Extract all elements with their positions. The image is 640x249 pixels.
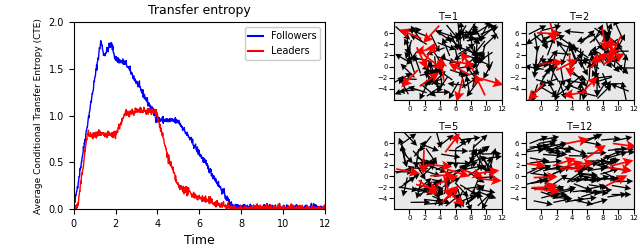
X-axis label: Time: Time xyxy=(184,235,215,248)
Legend: Followers, Leaders: Followers, Leaders xyxy=(244,27,321,60)
Y-axis label: Average Conditional Transfer Entropy (CTE): Average Conditional Transfer Entropy (CT… xyxy=(34,18,43,214)
Title: T=12: T=12 xyxy=(566,122,593,132)
Title: T=1: T=1 xyxy=(438,12,458,22)
Title: T=5: T=5 xyxy=(438,122,458,132)
Title: T=2: T=2 xyxy=(570,12,589,22)
Title: Transfer entropy: Transfer entropy xyxy=(148,4,251,17)
